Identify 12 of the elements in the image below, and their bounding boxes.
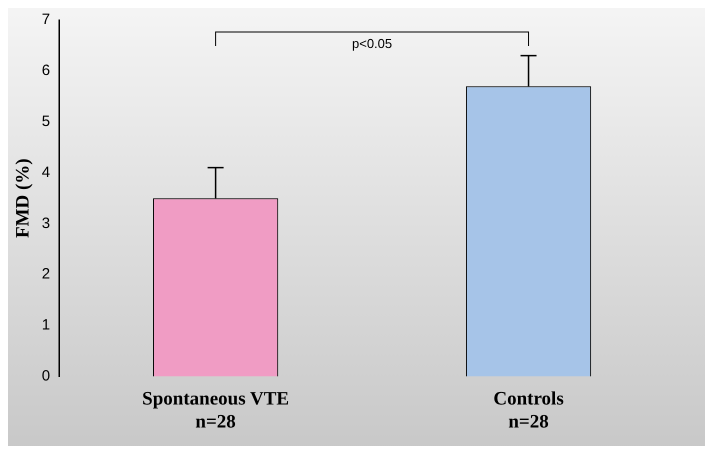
y-axis-title: FMD (%) <box>12 158 34 238</box>
y-tick-label: 5 <box>42 112 50 130</box>
y-tick-label: 3 <box>42 214 50 232</box>
y-tick-label: 4 <box>42 164 50 181</box>
x-tick-label: Controls n=28 <box>493 388 564 433</box>
y-tick-label: 0 <box>42 368 50 385</box>
y-tick-label: 7 <box>42 11 50 28</box>
x-tick-label: Spontaneous VTE n=28 <box>142 388 290 433</box>
y-tick-label: 2 <box>42 266 50 283</box>
annotation: p<0.05 <box>352 36 392 52</box>
y-tick-label: 6 <box>42 62 50 80</box>
y-tick-label: 1 <box>42 316 50 334</box>
